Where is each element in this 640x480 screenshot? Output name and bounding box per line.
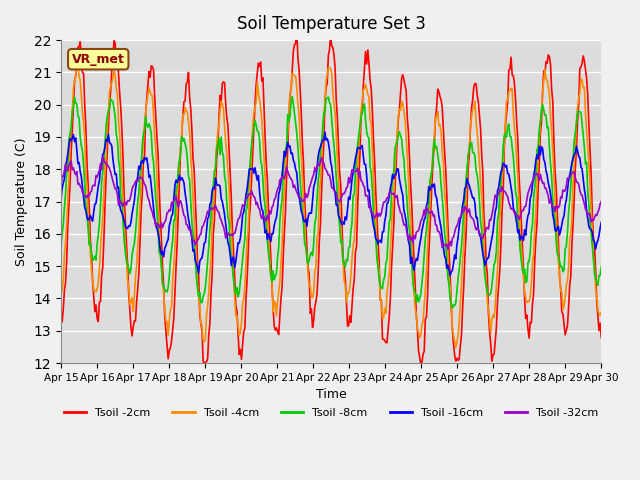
Line: Tsoil -32cm: Tsoil -32cm [61,156,601,249]
Tsoil -16cm [360,161,368,167]
X-axis label: Time: Time [316,388,346,401]
Tsoil -16cm [446,273,454,279]
Tsoil -32cm [99,154,107,159]
Tsoil -16cm [321,129,329,135]
Tsoil -4cm [227,219,234,225]
Y-axis label: Soil Temperature (C): Soil Temperature (C) [15,137,28,266]
Tsoil -8cm [360,101,368,107]
Tsoil -8cm [387,216,394,222]
Tsoil -32cm [387,188,394,194]
Tsoil -32cm [286,174,294,180]
Tsoil -2cm [388,265,396,271]
Line: Tsoil -2cm: Tsoil -2cm [61,29,601,365]
Tsoil -32cm [227,232,234,238]
Tsoil -2cm [456,344,464,349]
Tsoil -8cm [289,94,296,99]
Tsoil -8cm [57,244,65,250]
Tsoil -4cm [597,309,605,315]
Tsoil -2cm [227,170,234,176]
Tsoil -8cm [456,254,464,260]
Tsoil -4cm [73,58,81,64]
Tsoil -2cm [200,362,208,368]
Tsoil -32cm [456,215,464,220]
Legend: Tsoil -2cm, Tsoil -4cm, Tsoil -8cm, Tsoil -16cm, Tsoil -32cm: Tsoil -2cm, Tsoil -4cm, Tsoil -8cm, Tsoi… [60,403,603,422]
Line: Tsoil -16cm: Tsoil -16cm [61,132,601,276]
Tsoil -2cm [293,26,301,32]
Tsoil -32cm [550,204,557,210]
Tsoil -4cm [360,85,368,91]
Tsoil -8cm [449,305,456,311]
Line: Tsoil -4cm: Tsoil -4cm [61,61,601,348]
Tsoil -16cm [550,217,557,223]
Tsoil -4cm [452,345,460,350]
Tsoil -16cm [285,144,292,150]
Tsoil -32cm [597,198,605,204]
Tsoil -16cm [456,217,464,223]
Tsoil -4cm [286,91,294,96]
Tsoil -8cm [550,210,557,216]
Tsoil -2cm [550,140,557,145]
Tsoil -32cm [444,246,452,252]
Tsoil -16cm [597,219,605,225]
Tsoil -2cm [286,92,294,98]
Tsoil -4cm [550,171,557,177]
Tsoil -32cm [57,183,65,189]
Tsoil -4cm [456,302,464,308]
Tsoil -8cm [225,219,233,225]
Tsoil -2cm [597,335,605,341]
Tsoil -2cm [57,318,65,324]
Tsoil -8cm [597,264,605,270]
Tsoil -16cm [225,243,233,249]
Tsoil -16cm [57,195,65,201]
Tsoil -16cm [387,185,394,191]
Line: Tsoil -8cm: Tsoil -8cm [61,96,601,308]
Tsoil -4cm [387,246,394,252]
Tsoil -8cm [285,119,292,124]
Title: Soil Temperature Set 3: Soil Temperature Set 3 [237,15,426,33]
Tsoil -32cm [360,184,368,190]
Text: VR_met: VR_met [72,53,125,66]
Tsoil -4cm [57,292,65,298]
Tsoil -2cm [362,48,369,54]
